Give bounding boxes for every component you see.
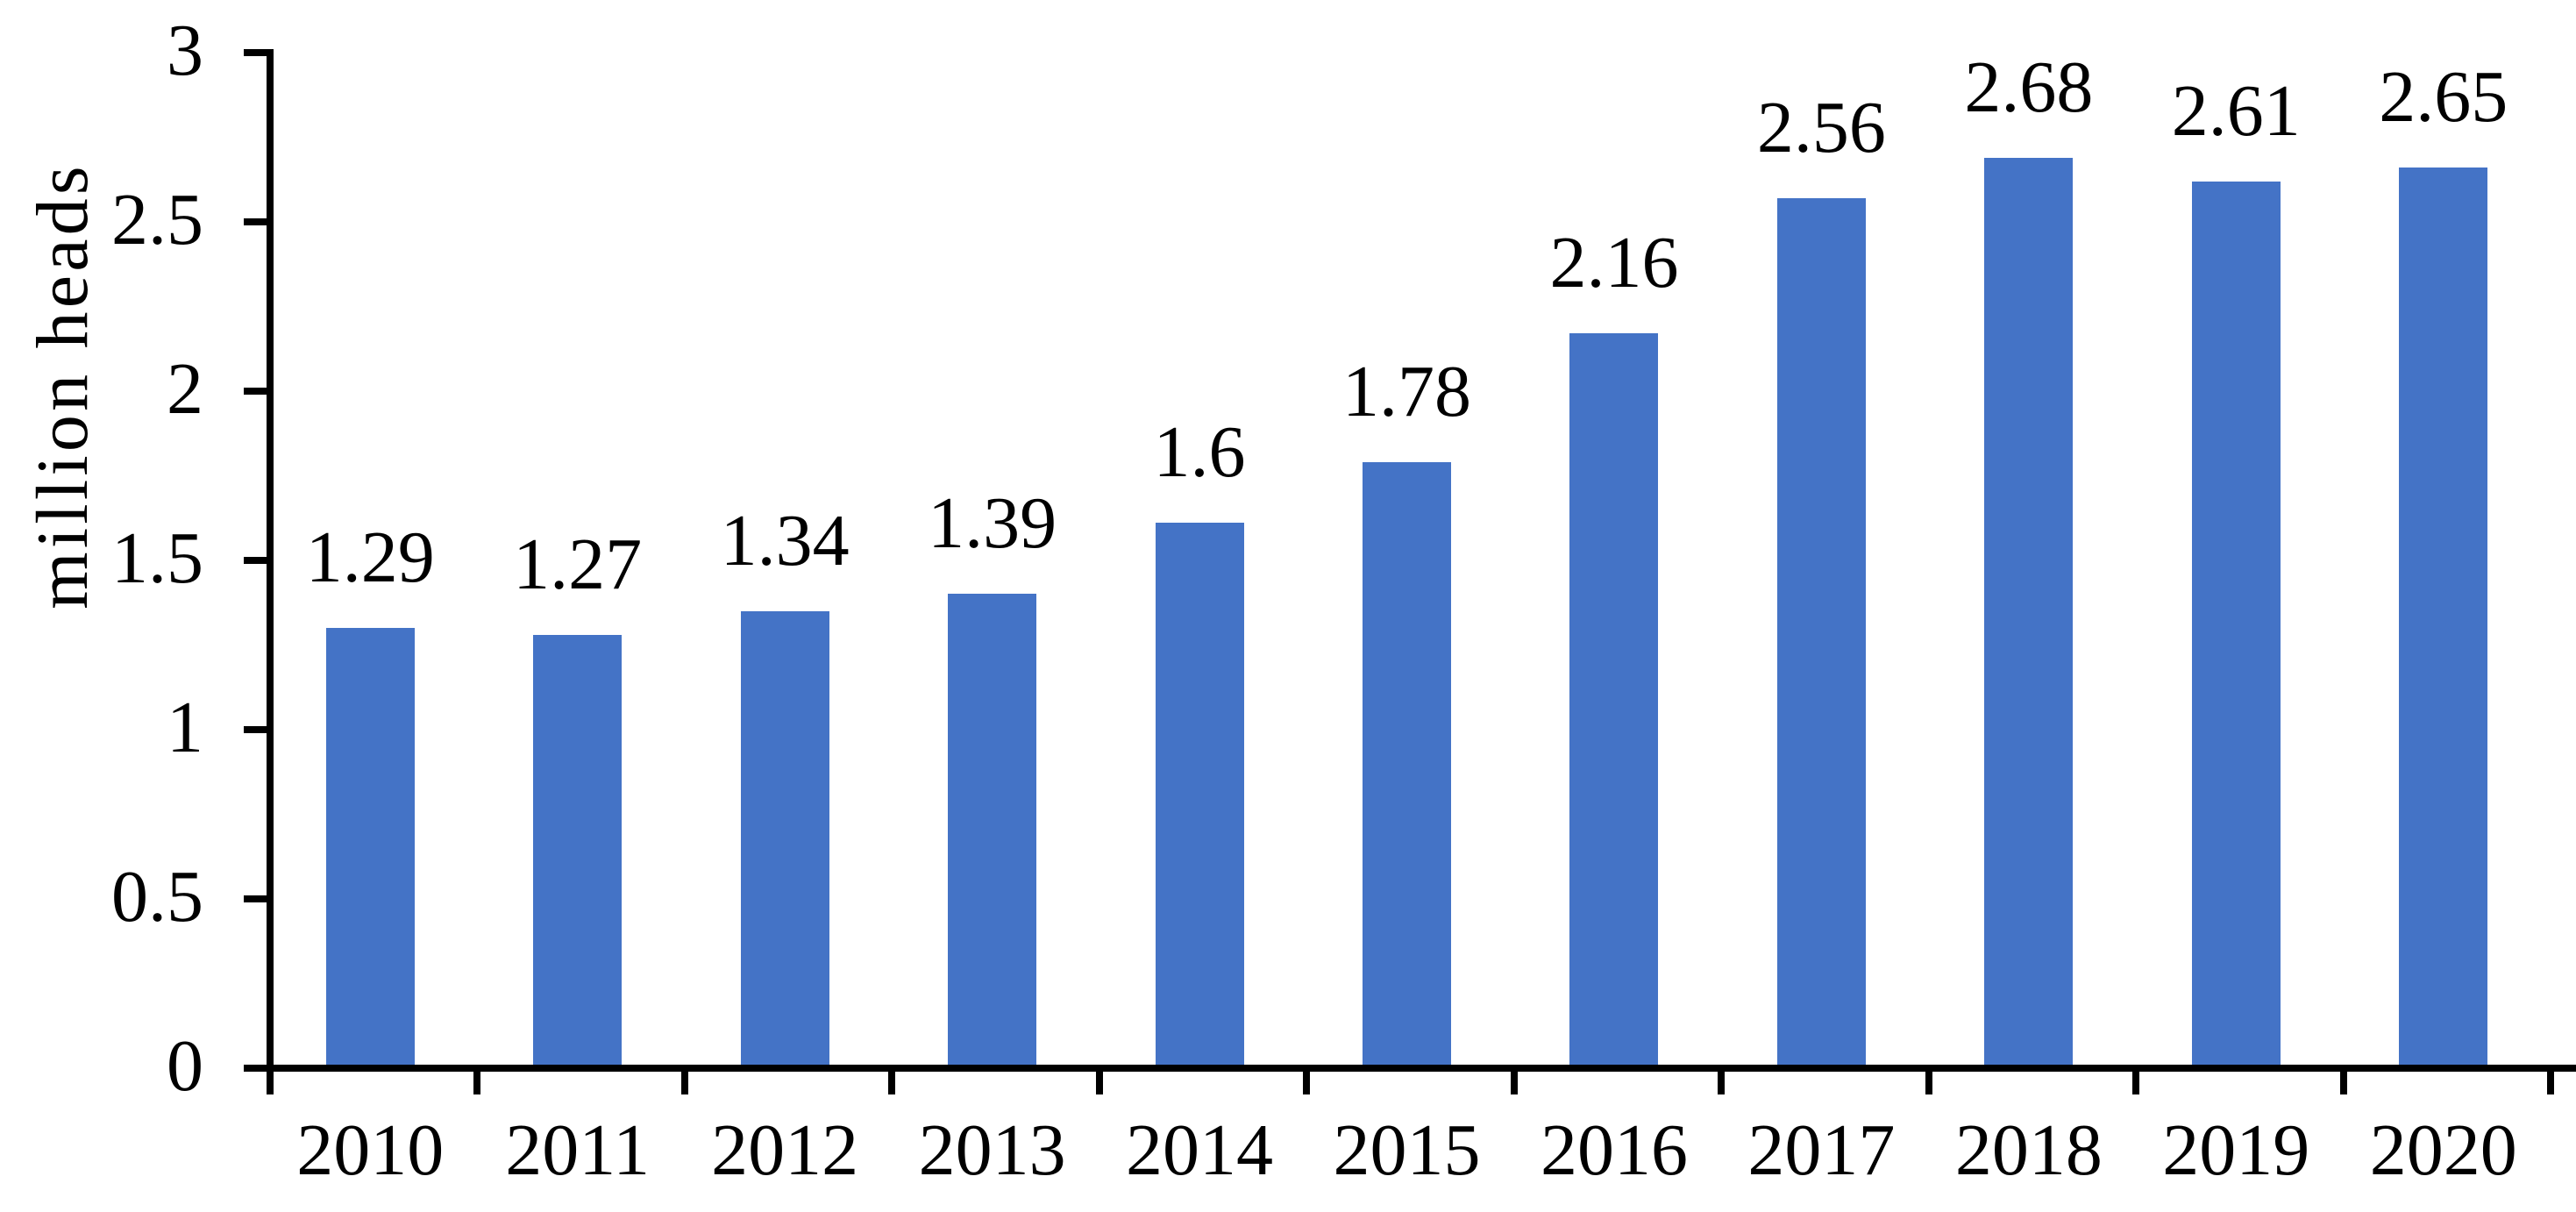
bar-value-label: 2.65: [2379, 56, 2508, 138]
y-tick-label: 0.5: [111, 856, 203, 938]
y-tick-label: 2.5: [111, 179, 203, 260]
bar: [325, 628, 415, 1065]
x-tick: [1510, 1072, 1518, 1094]
bar: [948, 594, 1037, 1065]
x-category-label: 2019: [2162, 1109, 2310, 1191]
x-category-label: 2013: [918, 1109, 1066, 1191]
x-tick: [1303, 1072, 1311, 1094]
y-tick-label: 3: [167, 10, 203, 91]
x-tick: [1718, 1072, 1726, 1094]
x-tick: [2547, 1072, 2554, 1094]
bar: [2191, 182, 2281, 1065]
x-category-label: 2014: [1126, 1109, 1274, 1191]
y-tick-label: 1: [167, 687, 203, 768]
bar-value-label: 1.27: [513, 524, 643, 605]
x-tick: [267, 1072, 274, 1094]
y-tick: [244, 726, 267, 733]
x-category-label: 2016: [1540, 1109, 1688, 1191]
bar: [1569, 333, 1659, 1065]
x-tick: [680, 1072, 688, 1094]
bar-value-label: 2.68: [1964, 46, 2094, 128]
y-tick-label: 2: [167, 348, 203, 430]
bar: [533, 635, 623, 1065]
y-tick: [244, 49, 267, 56]
x-category-label: 2017: [1747, 1109, 1896, 1191]
x-category-label: 2018: [1954, 1109, 2103, 1191]
x-category-label: 2015: [1333, 1109, 1481, 1191]
bar: [740, 611, 829, 1065]
y-tick: [244, 388, 267, 395]
x-tick: [1095, 1072, 1103, 1094]
y-axis-line: [267, 49, 274, 1094]
x-tick: [1925, 1072, 1932, 1094]
bar-value-label: 1.39: [928, 482, 1057, 564]
y-tick: [244, 1065, 267, 1072]
y-tick: [244, 895, 267, 902]
bar-value-label: 1.34: [720, 500, 850, 581]
y-tick-label: 0: [167, 1025, 203, 1107]
x-tick: [2132, 1072, 2140, 1094]
x-axis-line: [244, 1065, 2576, 1072]
bar-value-label: 2.61: [2171, 70, 2301, 152]
x-tick: [2339, 1072, 2347, 1094]
y-tick-label: 1.5: [111, 517, 203, 599]
x-category-label: 2011: [505, 1109, 651, 1191]
bar-value-label: 1.6: [1153, 411, 1246, 493]
y-tick: [244, 218, 267, 225]
bar: [1155, 523, 1244, 1065]
bar-value-label: 1.78: [1341, 351, 1471, 432]
x-category-label: 2012: [711, 1109, 859, 1191]
bar: [1984, 158, 2074, 1065]
y-tick: [244, 557, 267, 564]
x-category-label: 2010: [296, 1109, 445, 1191]
bar-value-label: 2.16: [1549, 222, 1679, 303]
x-tick: [473, 1072, 481, 1094]
bar-value-label: 1.29: [305, 517, 435, 598]
x-category-label: 2020: [2369, 1109, 2517, 1191]
bar: [1363, 462, 1451, 1065]
x-tick: [888, 1072, 896, 1094]
bar-value-label: 2.56: [1756, 87, 1886, 168]
bar: [1776, 198, 1866, 1065]
bar: [2399, 168, 2488, 1065]
